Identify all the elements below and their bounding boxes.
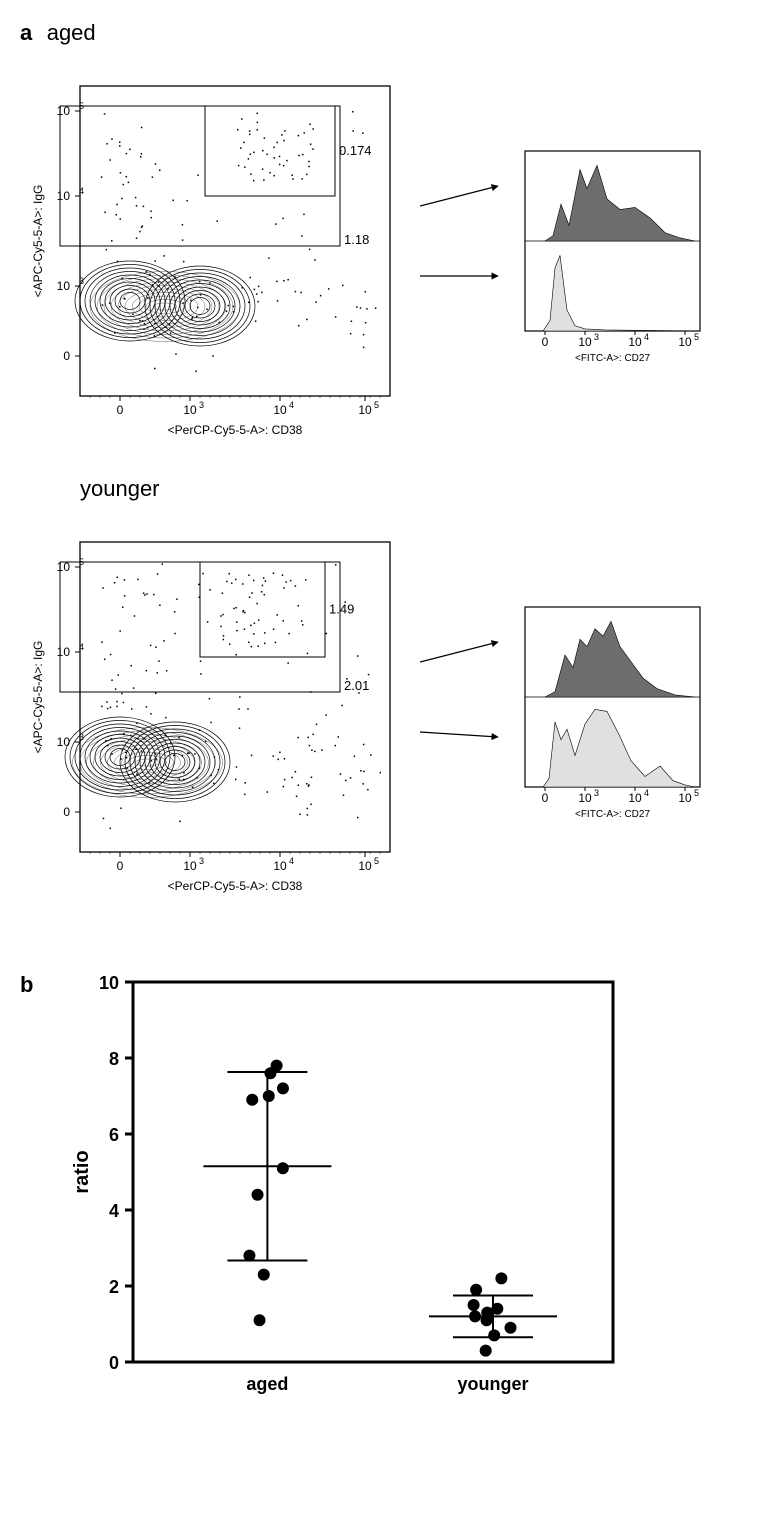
panel-a-label: a <box>20 20 32 45</box>
svg-text:10: 10 <box>99 973 119 993</box>
younger-title: younger <box>80 476 160 501</box>
svg-text:0: 0 <box>542 335 549 349</box>
arrows-aged <box>420 106 500 406</box>
svg-text:0.174: 0.174 <box>339 143 372 158</box>
svg-text:10: 10 <box>57 279 71 293</box>
svg-text:8: 8 <box>109 1049 119 1069</box>
svg-text:0: 0 <box>117 859 124 873</box>
svg-text:3: 3 <box>594 332 599 342</box>
svg-text:1.49: 1.49 <box>329 602 354 617</box>
svg-text:3: 3 <box>199 856 204 866</box>
svg-text:4: 4 <box>289 400 294 410</box>
svg-text:0: 0 <box>63 805 70 819</box>
svg-text:10: 10 <box>57 645 71 659</box>
svg-text:4: 4 <box>109 1201 119 1221</box>
aged-title: aged <box>47 20 96 45</box>
svg-text:0: 0 <box>63 349 70 363</box>
svg-text:10: 10 <box>678 791 692 805</box>
svg-text:<PerCP-Cy5-5-A>: CD38: <PerCP-Cy5-5-A>: CD38 <box>168 879 303 893</box>
svg-text:0: 0 <box>109 1353 119 1373</box>
younger-row: 01031041050103104105<PerCP-Cy5-5-A>: CD3… <box>20 512 771 912</box>
svg-text:younger: younger <box>458 1374 529 1394</box>
svg-text:4: 4 <box>79 186 84 196</box>
svg-text:4: 4 <box>79 642 84 652</box>
svg-text:3: 3 <box>199 400 204 410</box>
svg-text:10: 10 <box>358 403 372 417</box>
svg-text:10: 10 <box>578 791 592 805</box>
svg-text:10: 10 <box>57 189 71 203</box>
svg-text:aged: aged <box>247 1374 289 1394</box>
svg-text:10: 10 <box>183 859 197 873</box>
svg-text:<PerCP-Cy5-5-A>: CD38: <PerCP-Cy5-5-A>: CD38 <box>168 423 303 437</box>
svg-text:1.18: 1.18 <box>344 232 369 247</box>
svg-text:10: 10 <box>183 403 197 417</box>
svg-text:2: 2 <box>109 1277 119 1297</box>
svg-text:10: 10 <box>57 735 71 749</box>
svg-text:<FITC-A>: CD27: <FITC-A>: CD27 <box>575 353 650 364</box>
svg-text:4: 4 <box>289 856 294 866</box>
panel-b-label: b <box>20 972 33 998</box>
svg-text:5: 5 <box>694 332 699 342</box>
svg-text:10: 10 <box>358 859 372 873</box>
svg-text:10: 10 <box>578 335 592 349</box>
svg-text:10: 10 <box>273 859 287 873</box>
ratio-dotplot: 0 2 4 6 8 10 ratio aged younger <box>63 962 643 1432</box>
histogram-aged: 0103104105<FITC-A>: CD27 <box>500 131 720 381</box>
svg-text:ratio: ratio <box>71 1150 93 1193</box>
scatter-plot-aged: 01031041050103104105<PerCP-Cy5-5-A>: CD3… <box>20 56 420 456</box>
svg-text:<APC-Cy5-5-A>: IgG: <APC-Cy5-5-A>: IgG <box>31 185 45 298</box>
svg-text:3: 3 <box>594 788 599 798</box>
svg-text:10: 10 <box>678 335 692 349</box>
svg-text:0: 0 <box>542 791 549 805</box>
arrows-younger <box>420 562 500 862</box>
histogram-younger: 0103104105<FITC-A>: CD27 <box>500 587 720 837</box>
svg-text:4: 4 <box>644 332 649 342</box>
svg-text:10: 10 <box>628 335 642 349</box>
svg-text:<APC-Cy5-5-A>: IgG: <APC-Cy5-5-A>: IgG <box>31 641 45 754</box>
svg-text:10: 10 <box>628 791 642 805</box>
aged-row: 01031041050103104105<PerCP-Cy5-5-A>: CD3… <box>20 56 771 456</box>
svg-text:4: 4 <box>644 788 649 798</box>
svg-text:10: 10 <box>273 403 287 417</box>
svg-text:<FITC-A>: CD27: <FITC-A>: CD27 <box>575 809 650 820</box>
svg-text:0: 0 <box>117 403 124 417</box>
svg-text:5: 5 <box>374 856 379 866</box>
svg-text:6: 6 <box>109 1125 119 1145</box>
svg-text:2.01: 2.01 <box>344 678 369 693</box>
svg-text:5: 5 <box>374 400 379 410</box>
scatter-plot-younger: 01031041050103104105<PerCP-Cy5-5-A>: CD3… <box>20 512 420 912</box>
svg-text:5: 5 <box>694 788 699 798</box>
